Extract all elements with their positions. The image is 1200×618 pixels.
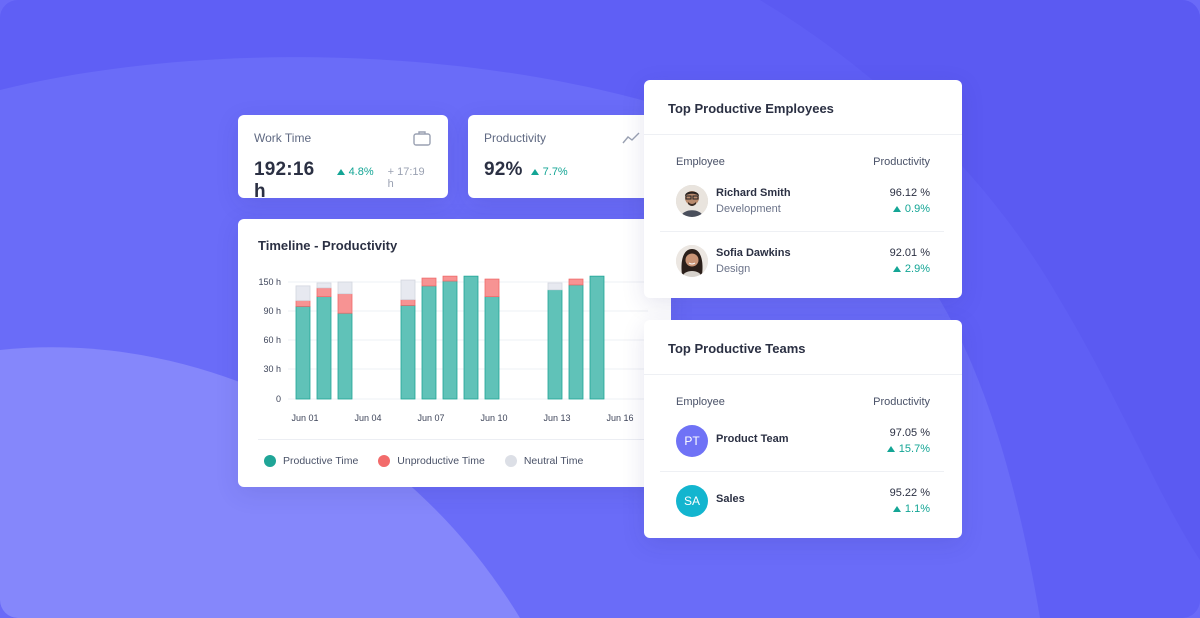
header-divider — [644, 134, 962, 135]
team-pct: 95.22 % — [889, 487, 930, 499]
y-tick-label: 90 h — [263, 306, 281, 316]
timeline-title: Timeline - Productivity — [258, 238, 398, 253]
y-tick-label: 30 h — [263, 364, 281, 374]
person-avatar-icon — [676, 185, 708, 217]
avatar — [676, 185, 708, 217]
team-delta: 1.1% — [892, 503, 930, 515]
header-divider — [644, 374, 962, 375]
bar-unproductive[interactable] — [421, 277, 437, 287]
up-triangle-icon — [892, 506, 901, 512]
work-time-value: 192:16 h — [254, 159, 315, 202]
employee-pct: 92.01 % — [889, 247, 930, 259]
team-row[interactable]: PT Product Team 97.05 % 15.7% — [660, 412, 944, 472]
employee-dept: Development — [716, 203, 781, 215]
chart-legend: Productive Time Unproductive Time Neutra… — [264, 455, 603, 467]
x-tick-label: Jun 13 — [543, 413, 570, 423]
employee-delta: 2.9% — [892, 263, 930, 275]
team-col-header: Employee — [676, 396, 725, 408]
bar-neutral[interactable] — [316, 282, 332, 289]
bar-neutral[interactable] — [295, 285, 311, 301]
up-triangle-icon — [886, 446, 895, 452]
bar-unproductive[interactable] — [484, 278, 500, 298]
up-triangle-icon — [892, 266, 901, 272]
bar-productive[interactable] — [568, 284, 584, 400]
bar-productive[interactable] — [442, 280, 458, 400]
team-pct: 97.05 % — [889, 427, 930, 439]
employee-name: Richard Smith — [716, 187, 791, 199]
team-avatar: PT — [676, 425, 708, 457]
x-tick-label: Jun 07 — [417, 413, 444, 423]
employee-pct: 96.12 % — [889, 187, 930, 199]
employee-col-header: Employee — [676, 156, 725, 168]
work-time-sub: + 17:19 h — [387, 166, 425, 190]
bar-unproductive[interactable] — [316, 287, 332, 298]
productivity-col-header: Productivity — [873, 396, 930, 408]
trend-line-icon — [622, 132, 640, 144]
bar-productive[interactable] — [463, 275, 479, 400]
bar-neutral[interactable] — [547, 282, 563, 291]
x-tick-label: Jun 04 — [354, 413, 381, 423]
bar-productive[interactable] — [316, 296, 332, 400]
row-divider — [660, 471, 944, 472]
top-employees-card: Top Productive Employees Employee Produc… — [644, 80, 962, 298]
bar-neutral[interactable] — [337, 281, 353, 295]
x-tick-label: Jun 16 — [606, 413, 633, 423]
employee-dept: Design — [716, 263, 751, 275]
bar-unproductive[interactable] — [442, 275, 458, 282]
legend-neutral: Neutral Time — [504, 455, 583, 467]
avatar — [676, 245, 708, 277]
up-triangle-icon — [336, 169, 345, 175]
top-teams-card: Top Productive Teams Employee Productivi… — [644, 320, 962, 538]
team-name: Sales — [716, 493, 745, 505]
bar-productive[interactable] — [421, 285, 437, 400]
productivity-col-header: Productivity — [873, 156, 930, 168]
timeline-card: Timeline - Productivity 150 h 90 h 60 h 30 … — [238, 219, 671, 487]
bar-productive[interactable] — [589, 275, 605, 400]
bar-productive[interactable] — [400, 305, 416, 400]
y-tick-label: 0 — [276, 394, 281, 404]
y-tick-label: 60 h — [263, 335, 281, 345]
work-time-delta: 4.8% — [336, 166, 374, 178]
productivity-card: Productivity 92% 7.7% — [468, 115, 657, 198]
bar-neutral[interactable] — [400, 279, 416, 300]
legend-divider — [258, 439, 651, 440]
bar-productive[interactable] — [484, 296, 500, 400]
bar-productive[interactable] — [337, 312, 353, 400]
bar-unproductive[interactable] — [295, 300, 311, 307]
up-triangle-icon — [530, 169, 539, 175]
up-triangle-icon — [892, 206, 901, 212]
person-avatar-icon — [676, 245, 708, 277]
bar-productive[interactable] — [547, 289, 563, 400]
team-row[interactable]: SA Sales 95.22 % 1.1% — [660, 472, 944, 532]
productivity-value: 92% — [484, 159, 523, 180]
row-divider — [660, 231, 944, 232]
top-employees-title: Top Productive Employees — [668, 101, 834, 116]
y-tick-label: 150 h — [258, 277, 281, 287]
briefcase-icon — [413, 131, 431, 146]
team-name: Product Team — [716, 433, 789, 445]
bar-unproductive[interactable] — [337, 293, 353, 314]
employee-row[interactable]: Sofia Dawkins Design 92.01 % 2.9% — [660, 232, 944, 292]
work-time-card: Work Time 192:16 h 4.8% + 17:19 h — [238, 115, 448, 202]
bar-unproductive[interactable] — [568, 278, 584, 286]
employee-name: Sofia Dawkins — [716, 247, 791, 259]
team-avatar: SA — [676, 485, 708, 517]
productivity-title: Productivity — [484, 131, 547, 145]
x-tick-label: Jun 01 — [291, 413, 318, 423]
timeline-chart: 150 h 90 h 60 h 30 h 0 Jun 01 Jun 04 Jun 07 Jun … — [258, 275, 648, 423]
x-tick-label: Jun 10 — [480, 413, 507, 423]
work-time-title: Work Time — [254, 131, 312, 145]
productivity-delta: 7.7% — [530, 166, 568, 178]
employee-row[interactable]: Richard Smith Development 96.12 % 0.9% — [660, 172, 944, 232]
bar-unproductive[interactable] — [400, 299, 416, 306]
top-teams-title: Top Productive Teams — [668, 341, 806, 356]
employee-delta: 0.9% — [892, 203, 930, 215]
legend-unproductive: Unproductive Time — [378, 455, 485, 467]
legend-productive: Productive Time — [264, 455, 358, 467]
bar-productive[interactable] — [295, 305, 311, 400]
team-delta: 15.7% — [886, 443, 930, 455]
